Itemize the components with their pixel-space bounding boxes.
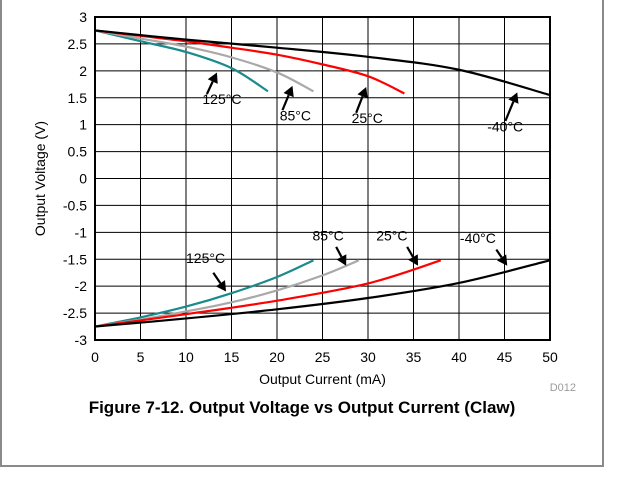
annotation-arrow-head [283,85,294,98]
y-tick-label: 0 [79,171,87,187]
figure-code: D012 [550,382,576,394]
x-tick-label: 50 [542,349,558,365]
annotation-arrow-head [207,72,218,84]
x-tick-label: 40 [451,349,467,365]
y-tick-label: -1.5 [63,251,87,267]
x-tick-label: 5 [137,349,145,365]
annotation-arrow-shaft [355,95,364,114]
y-tick-label: 3 [79,9,87,25]
annotation-arrow-head [408,254,419,266]
y-tick-label: -0.5 [63,197,87,213]
series-line-neg-m40 [94,259,551,328]
series-line-pos-85 [94,29,314,93]
x-tick-label: 45 [497,349,513,365]
annotation-arrow-head [357,86,368,99]
y-tick-label: 2.5 [68,36,88,52]
x-tick-label: 30 [360,349,376,365]
annotation-label: 85°C [312,227,343,243]
page-frame-bottom [0,465,604,467]
annotation-arrow-shaft [212,272,222,284]
x-axis-label: Output Current (mA) [259,371,386,387]
x-tick-label: 20 [269,349,285,365]
page-frame-right [602,0,604,466]
y-tick-label: -1 [75,224,88,240]
output-voltage-chart: 125°C 85°C 25°C -40°C 85°C 25°C -40°C 125°C 0 5 1… [32,9,576,394]
series-line-neg-125 [94,259,314,328]
y-tick-label: 2 [79,63,87,79]
chart-annotations: 125°C 85°C 25°C -40°C 85°C 25°C -40°C 125°C [186,72,523,292]
annotation-arrow-head [508,92,519,104]
y-tick-label: -2.5 [63,305,87,321]
annotation-arrow-head [336,254,347,266]
annotation-label: 125°C [202,91,241,107]
annotation-arrow-head [215,280,227,292]
x-tick-label: 0 [91,349,99,365]
series-line-neg-25 [94,259,442,328]
x-tick-labels: 0 5 10 15 20 25 30 35 40 45 50 [91,349,558,365]
figure-caption: Figure 7-12. Output Voltage vs Output Cu… [88,398,516,417]
annotation-arrow-shaft [335,246,343,258]
annotation-label: -40°C [487,119,523,135]
annotation-arrow-head [497,254,508,266]
y-axis-label: Output Voltage (V) [32,121,48,236]
chart-series [94,29,551,328]
annotation-arrow-shaft [205,81,214,95]
annotation-label: -40°C [460,230,496,246]
y-tick-label: -3 [75,332,88,348]
y-tick-label: -2 [75,278,88,294]
x-tick-label: 35 [406,349,422,365]
annotation-arrow-shaft [406,246,414,258]
y-tick-labels: 3 2.5 2 1.5 1 0.5 0 -0.5 -1 -1.5 -2 -2.5 -3 [63,9,87,348]
y-tick-label: 1 [79,117,87,133]
plot-border [94,16,551,341]
annotation-label: 85°C [280,107,311,123]
annotation-label: 25°C [376,227,407,243]
x-tick-label: 25 [315,349,331,365]
annotation-arrow-shaft [504,101,515,122]
x-tick-label: 15 [224,349,240,365]
series-line-pos-125 [94,29,269,93]
annotation-arrow-shaft [495,248,503,259]
series-line-pos-m40 [94,29,551,97]
y-tick-label: 0.5 [68,144,88,160]
y-tick-label: 1.5 [68,90,88,106]
annotation-label: 25°C [352,110,383,126]
x-tick-label: 10 [178,349,194,365]
page-frame-left [0,0,2,466]
annotation-label: 125°C [186,250,225,266]
annotation-arrow-shaft [281,94,290,111]
